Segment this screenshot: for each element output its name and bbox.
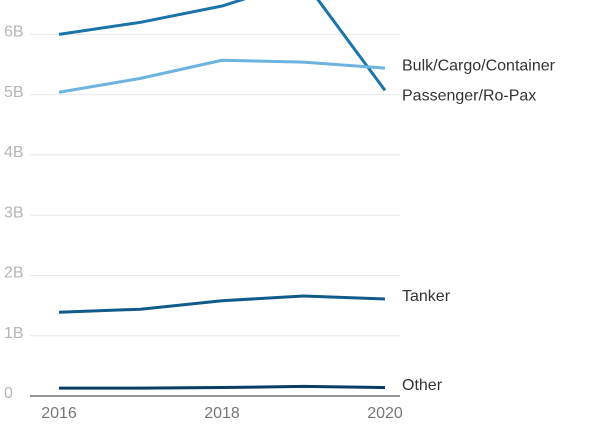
- series-line: [58, 294, 386, 314]
- y-tick-label: 6B: [4, 24, 24, 41]
- x-tick-label: 2016: [41, 405, 77, 422]
- series-line: [59, 384, 386, 390]
- series-line: [58, 58, 386, 94]
- series-line: [58, 0, 387, 92]
- y-tick-label: 3B: [4, 204, 24, 221]
- series-label: Tanker: [402, 288, 451, 305]
- y-tick-label: 5B: [4, 84, 24, 101]
- y-tick-label: 4B: [4, 144, 24, 161]
- y-tick-label: 2B: [4, 265, 24, 282]
- series-label: Passenger/Ro-Pax: [402, 87, 536, 104]
- series-label: Other: [402, 377, 443, 394]
- y-tick-label: 0: [4, 385, 13, 402]
- series-label: Bulk/Cargo/Container: [402, 57, 556, 74]
- y-tick-label: 1B: [4, 325, 24, 342]
- x-tick-label: 2018: [204, 405, 240, 422]
- x-tick-label: 2020: [367, 405, 403, 422]
